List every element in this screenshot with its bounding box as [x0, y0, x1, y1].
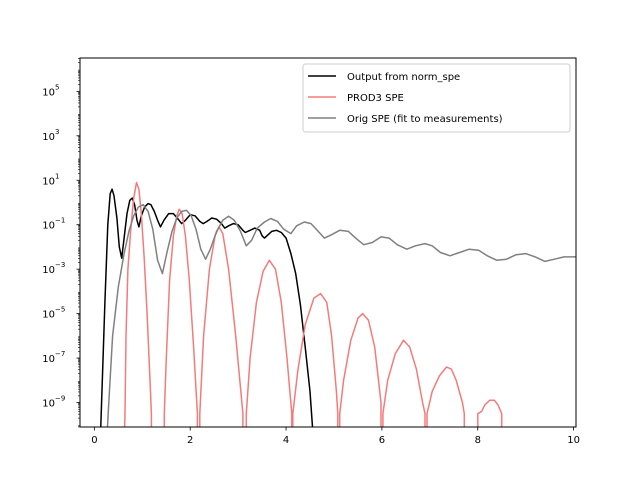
- y-tick-base: 10: [42, 132, 55, 143]
- y-tick-label: 10 5: [42, 83, 59, 98]
- y-tick-label: 10 1: [42, 172, 59, 187]
- x-tick-label: 10: [567, 435, 580, 446]
- legend-box: [302, 63, 571, 133]
- y-tick-power: −7: [55, 350, 65, 358]
- legend-label-1: PROD3 SPE: [347, 93, 404, 104]
- y-tick-base: 10: [42, 176, 55, 187]
- y-tick-power: −5: [55, 306, 65, 314]
- y-tick-base: 10: [42, 399, 55, 410]
- y-tick-label: 10 −1: [42, 217, 65, 232]
- x-tick-label: 2: [187, 435, 193, 446]
- legend: Output from norm_spe PROD3 SPE Orig SPE (f…: [302, 63, 571, 133]
- y-tick-power: −1: [55, 217, 65, 225]
- y-tick-power: −3: [55, 261, 65, 269]
- y-tick-base: 10: [42, 87, 55, 98]
- y-tick-label: 10 −9: [42, 395, 65, 410]
- series-line-2: [106, 203, 576, 427]
- legend-label-0: Output from norm_spe: [347, 72, 460, 83]
- x-tick-label: 8: [475, 435, 481, 446]
- y-tick-base: 10: [42, 265, 55, 276]
- y-tick-base: 10: [42, 354, 55, 365]
- y-tick-power: 3: [55, 128, 59, 136]
- y-tick-label: 10 −3: [42, 261, 65, 276]
- y-tick-label: 10 −5: [42, 306, 65, 321]
- x-tick-label: 0: [91, 435, 97, 446]
- legend-label-2: Orig SPE (fit to measurements): [347, 114, 503, 125]
- y-tick-label: 10 −7: [42, 350, 65, 365]
- series-layer: [100, 181, 576, 427]
- y-tick-label: 10 3: [42, 128, 59, 143]
- y-tick-base: 10: [42, 310, 55, 321]
- y-tick-power: 1: [55, 172, 59, 180]
- y-tick-power: 5: [55, 83, 59, 91]
- y-tick-base: 10: [42, 221, 55, 232]
- plot-frame: [79, 57, 577, 428]
- x-axis: 0 2 4 6 8 10: [91, 427, 580, 446]
- series-line-1: [123, 181, 503, 427]
- y-tick-power: −9: [55, 395, 65, 403]
- x-tick-label: 6: [379, 435, 385, 446]
- x-tick-label: 4: [283, 435, 289, 446]
